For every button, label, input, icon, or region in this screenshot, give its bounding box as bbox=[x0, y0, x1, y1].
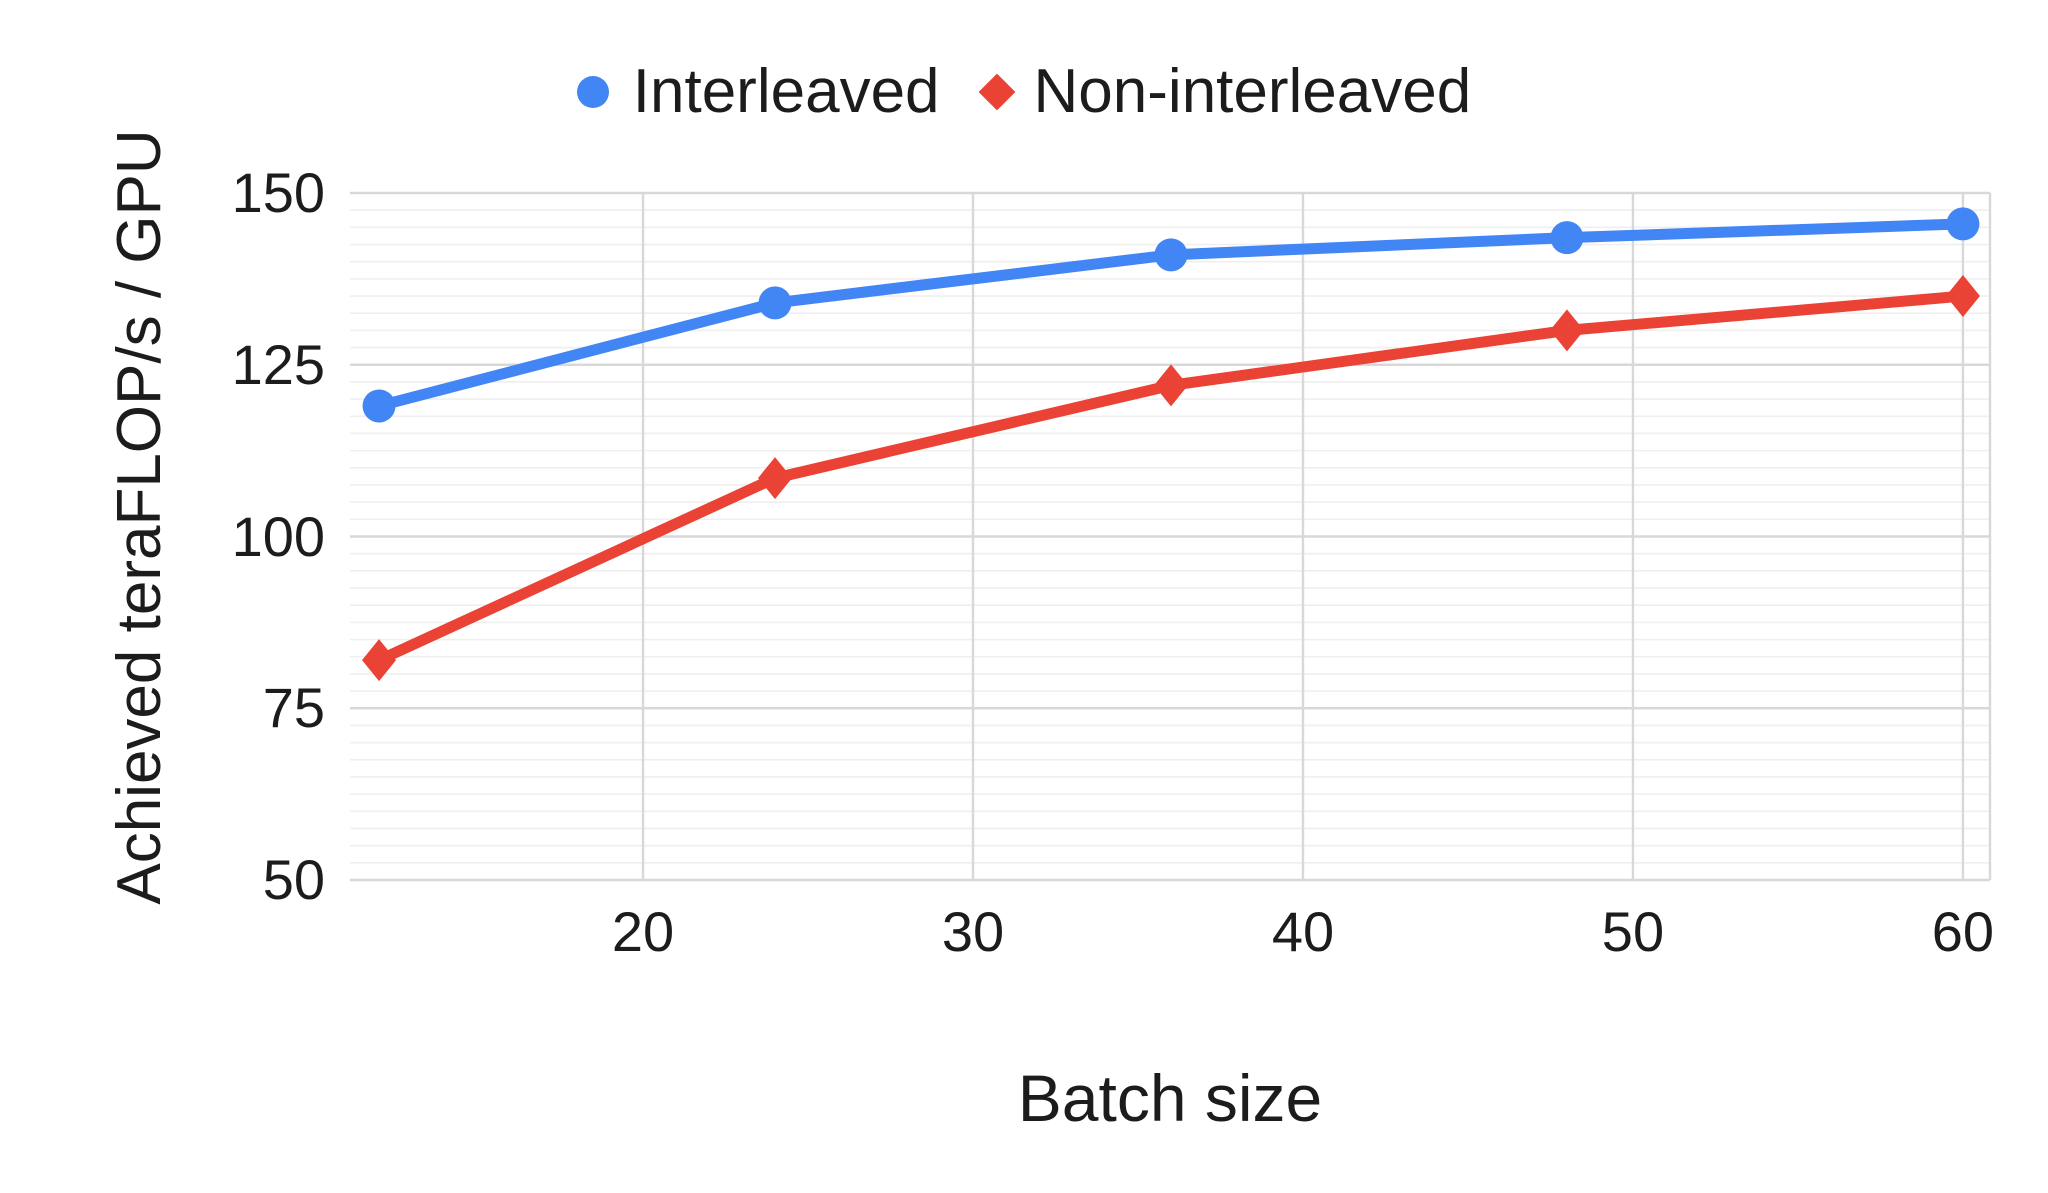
legend-label-interleaved: Interleaved bbox=[632, 57, 940, 126]
x-tick-label: 60 bbox=[1931, 900, 1995, 963]
legend-item-non-interleaved: Non-interleaved bbox=[978, 56, 1472, 128]
y-axis-title: Achieved teraFLOP/s / GPU bbox=[105, 129, 174, 905]
interleaved-series-marker-icon bbox=[576, 76, 609, 108]
data-point-non-interleaved bbox=[1945, 275, 1980, 318]
data-point-non-interleaved bbox=[1153, 364, 1188, 407]
y-tick-label: 75 bbox=[262, 676, 325, 740]
y-tick-label: 100 bbox=[231, 504, 325, 568]
data-point-non-interleaved bbox=[362, 639, 397, 682]
y-tick-label: 150 bbox=[231, 161, 325, 224]
x-tick-label: 50 bbox=[1601, 900, 1665, 963]
data-point-interleaved bbox=[1154, 238, 1188, 272]
data-point-non-interleaved bbox=[758, 457, 793, 500]
x-tick-label: 20 bbox=[611, 900, 675, 963]
data-point-interleaved bbox=[1946, 207, 1980, 241]
chart-legend: Interleaved Non-interleaved bbox=[0, 56, 2048, 128]
y-tick-label: 50 bbox=[262, 848, 325, 911]
x-axis-title: Batch size bbox=[1017, 1061, 1323, 1135]
legend-label-non-interleaved: Non-interleaved bbox=[1033, 57, 1472, 126]
data-point-interleaved bbox=[362, 389, 396, 423]
data-point-interleaved bbox=[1550, 221, 1584, 255]
y-tick-label: 125 bbox=[231, 332, 325, 396]
legend-item-interleaved: Interleaved bbox=[576, 56, 940, 128]
data-point-non-interleaved bbox=[1549, 309, 1584, 352]
x-tick-label: 30 bbox=[941, 900, 1005, 963]
data-point-interleaved bbox=[758, 286, 792, 320]
x-tick-label: 40 bbox=[1271, 900, 1335, 963]
